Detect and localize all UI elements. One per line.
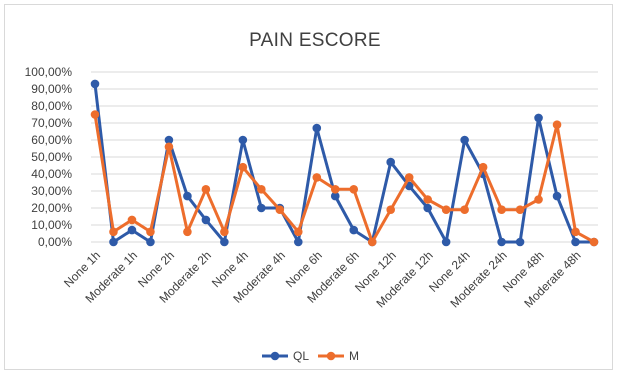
data-point: [497, 205, 506, 214]
data-point: [238, 162, 248, 172]
data-point: [183, 191, 192, 201]
y-tick-label: 10,00%: [31, 218, 72, 232]
data-point: [293, 227, 303, 237]
y-tick-label: 60,00%: [31, 133, 72, 147]
series-line: [93, 83, 594, 244]
chart-title: PAIN ESCORE: [249, 30, 381, 51]
data-point: [201, 215, 211, 225]
y-tick-label: 40,00%: [31, 167, 72, 181]
series-m: [90, 110, 599, 247]
data-point: [349, 185, 359, 194]
y-tick-label: 80,00%: [31, 99, 72, 113]
data-point: [164, 135, 174, 145]
data-point: [404, 173, 414, 182]
data-point: [183, 227, 192, 237]
data-point: [534, 195, 543, 204]
legend: QL M: [262, 349, 359, 363]
data-point: [90, 110, 100, 119]
series-line: [93, 114, 595, 244]
y-tick-label: 50,00%: [31, 150, 72, 164]
data-point: [220, 237, 229, 247]
data-point: [515, 205, 525, 214]
data-point: [460, 135, 469, 145]
data-point: [293, 237, 303, 247]
data-point: [478, 162, 488, 172]
data-point: [146, 227, 155, 237]
data-point: [201, 185, 211, 194]
data-point: [146, 237, 155, 247]
data-point: [257, 203, 266, 213]
legend-swatch-marker: [326, 351, 336, 361]
data-point: [515, 237, 525, 247]
legend-label: M: [349, 349, 359, 363]
data-point: [552, 191, 562, 201]
data-point: [109, 227, 118, 237]
data-point: [423, 203, 432, 213]
data-point: [127, 215, 137, 225]
data-point: [127, 225, 137, 235]
data-point: [349, 225, 359, 235]
data-point: [312, 173, 322, 182]
data-point: [589, 237, 599, 247]
y-tick-label: 30,00%: [31, 184, 72, 198]
y-tick-label: 70,00%: [31, 116, 72, 130]
data-point: [441, 205, 451, 214]
y-axis-ticks: 0,00% 10,00% 20,00% 30,00% 40,00% 50,00% 60,00…: [25, 65, 73, 249]
data-point: [423, 195, 432, 204]
y-tick-label: 0,00%: [38, 235, 72, 249]
data-point: [386, 205, 396, 214]
data-point: [441, 237, 451, 247]
data-point: [275, 205, 285, 214]
data-point: [330, 191, 340, 201]
data-point: [90, 79, 100, 89]
legend-swatch-marker: [270, 351, 280, 361]
data-point: [220, 227, 229, 237]
legend-item: M: [318, 349, 359, 363]
data-point: [571, 237, 580, 247]
data-point: [367, 237, 377, 247]
legend-item: QL: [262, 349, 309, 363]
data-point: [571, 227, 580, 237]
data-point: [257, 185, 266, 194]
data-point: [312, 123, 322, 133]
data-point: [238, 135, 248, 145]
legend-label: QL: [293, 349, 309, 363]
data-point: [460, 205, 469, 214]
series-layer: [90, 79, 599, 247]
y-tick-label: 20,00%: [31, 201, 72, 215]
data-point: [330, 185, 340, 194]
data-point: [534, 113, 543, 123]
y-tick-label: 90,00%: [31, 82, 72, 96]
data-point: [386, 157, 396, 167]
data-point: [497, 237, 506, 247]
data-point: [109, 237, 118, 247]
data-point: [552, 120, 562, 129]
y-tick-label: 100,00%: [25, 65, 73, 79]
data-point: [164, 142, 174, 152]
